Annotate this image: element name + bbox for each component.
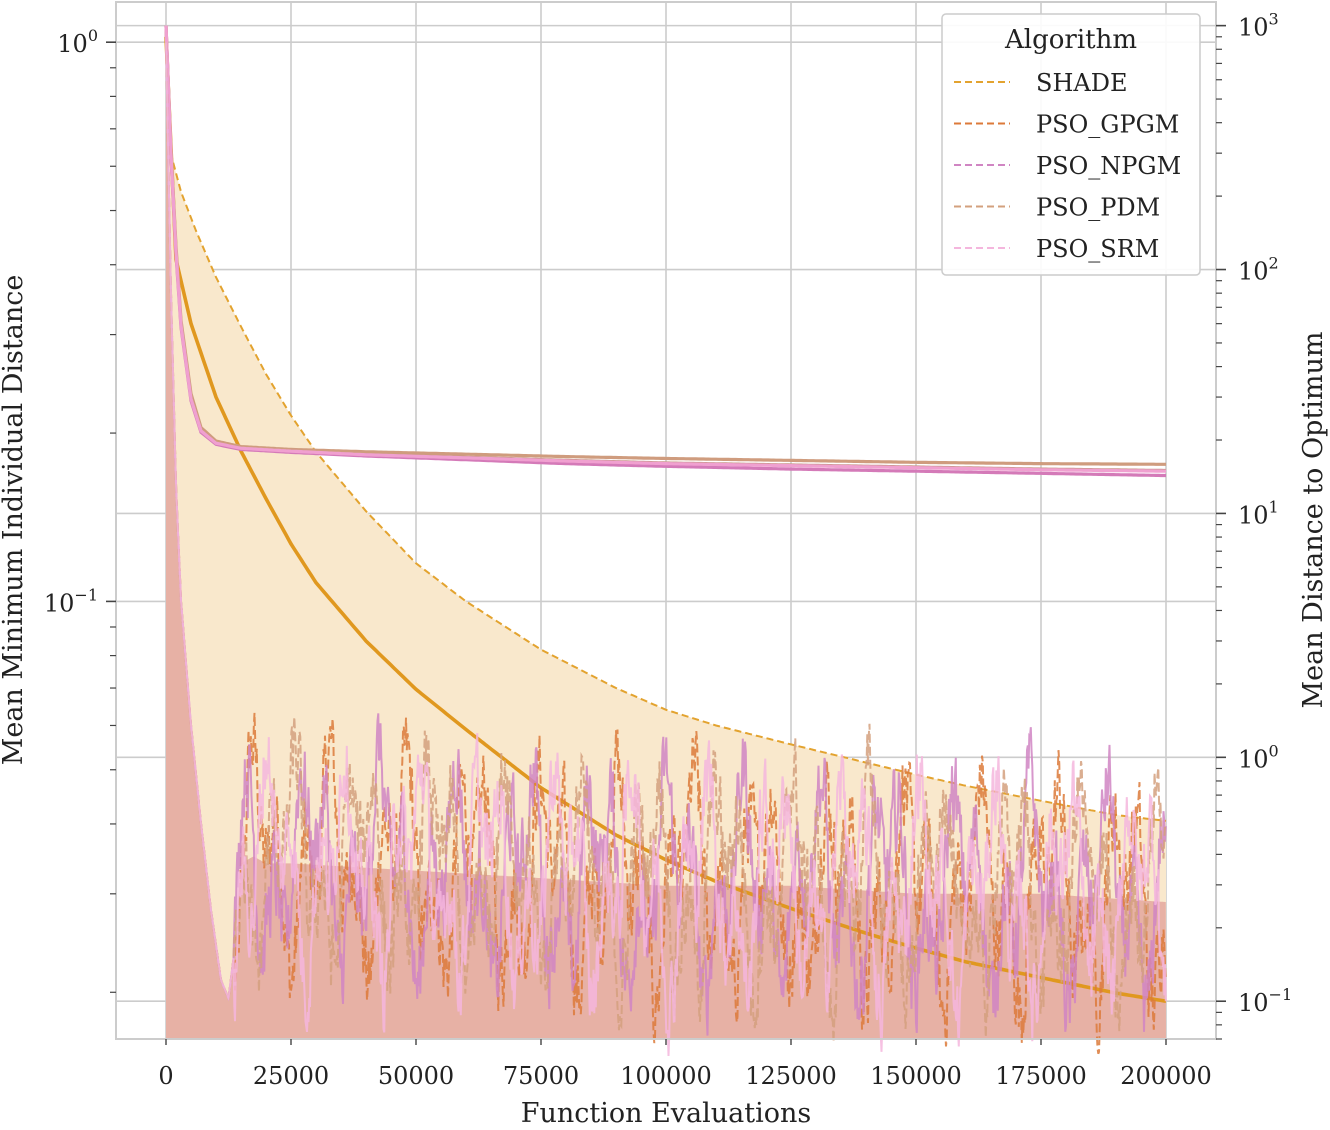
- series-lines: [164, 25, 1167, 1057]
- series-line-shade-left: [165, 42, 1167, 822]
- y-right-tick-label: 10−1: [1238, 985, 1292, 1017]
- y-axis-left-label: Mean Minimum Individual Distance: [0, 275, 29, 766]
- x-tick-label: 100000: [620, 1062, 712, 1090]
- legend-label-pso-pdm: PSO_PDM: [1036, 194, 1160, 222]
- y-left-tick-label: 100: [57, 26, 98, 58]
- x-axis: 0 25000 50000 75000 100000 125000 150000 175000…: [158, 1039, 1212, 1090]
- legend-title: Algorithm: [1004, 25, 1137, 55]
- legend-label-shade: SHADE: [1036, 69, 1127, 97]
- x-axis-label: Function Evaluations: [521, 1098, 812, 1129]
- legend-label-pso-srm: PSO_SRM: [1036, 235, 1159, 263]
- y-right-tick-label: 102: [1238, 254, 1279, 286]
- legend-label-pso-gpgm: PSO_GPGM: [1036, 111, 1179, 139]
- x-tick-label: 150000: [870, 1062, 962, 1090]
- x-tick-label: 175000: [995, 1062, 1087, 1090]
- y-right-tick-label: 101: [1238, 497, 1279, 529]
- x-tick-label: 0: [158, 1062, 173, 1090]
- x-tick-label: 200000: [1120, 1062, 1212, 1090]
- series-line-pso-srm-right: [164, 25, 1166, 473]
- pso-diversity-trace-2: [165, 42, 1167, 1043]
- x-tick-label: 125000: [745, 1062, 837, 1090]
- legend: Algorithm SHADE PSO_GPGM PSO_NPGM PSO_PDM PS…: [941, 13, 1201, 276]
- y-right-tick-label: 103: [1238, 10, 1279, 42]
- x-tick-label: 50000: [378, 1062, 454, 1090]
- y-axis-left: 100 10−1: [44, 26, 116, 993]
- legend-label-pso-npgm: PSO_NPGM: [1036, 152, 1181, 180]
- y-axis-right: 103 102 101 100 10−1: [1216, 10, 1292, 1040]
- y-axis-right-label: Mean Distance to Optimum: [1298, 331, 1329, 708]
- legend-box: [941, 13, 1201, 276]
- series-line-pso-pdm-right: [164, 25, 1166, 466]
- x-tick-label: 75000: [503, 1062, 579, 1090]
- legend-entries: SHADE PSO_GPGM PSO_NPGM PSO_PDM PSO_SRM: [954, 69, 1181, 263]
- x-tick-label: 25000: [253, 1062, 329, 1090]
- pso-diversity-trace-1: [165, 42, 1167, 1036]
- pso-diversity-trace-3: [165, 42, 1167, 1057]
- y-right-tick-label: 100: [1238, 741, 1279, 773]
- y-left-tick-label: 10−1: [44, 585, 98, 617]
- pso-diversity-fill: [166, 42, 1166, 1039]
